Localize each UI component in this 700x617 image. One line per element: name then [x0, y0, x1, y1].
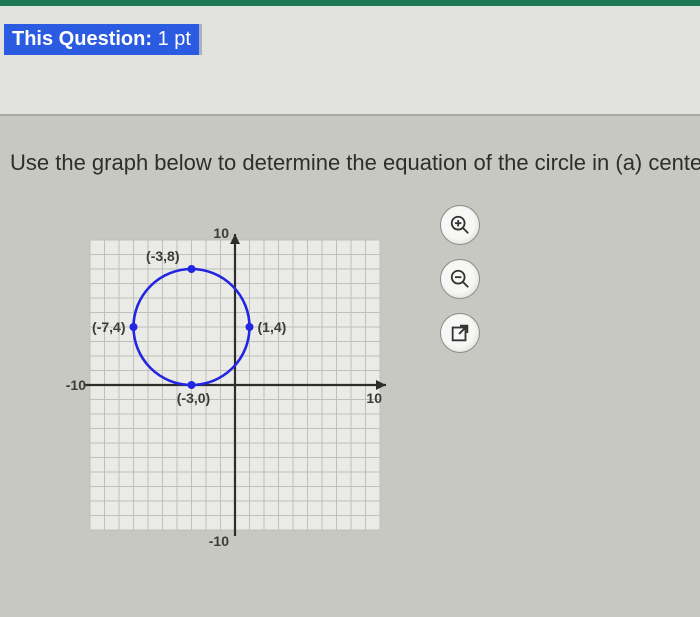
svg-text:(1,4): (1,4): [258, 319, 287, 335]
question-points: 1 pt: [158, 28, 191, 50]
svg-text:10: 10: [213, 225, 229, 241]
svg-text:(-3,8): (-3,8): [146, 248, 179, 264]
header-band: This Question: 1 pt: [0, 6, 700, 116]
popout-button[interactable]: [440, 313, 480, 353]
svg-text:-10: -10: [209, 533, 229, 549]
svg-text:(-3,0): (-3,0): [177, 390, 210, 406]
svg-text:(-7,4): (-7,4): [92, 319, 125, 335]
zoom-out-button[interactable]: [440, 259, 480, 299]
svg-text:-10: -10: [66, 377, 86, 393]
graph-container: (-3,8) (-7,4) (1,4) (-3,0) -10 10 10 -10: [60, 210, 410, 560]
question-label-prefix: This Question:: [12, 28, 158, 50]
popout-icon: [449, 322, 471, 344]
question-prompt: Use the graph below to determine the equ…: [10, 150, 700, 176]
zoom-in-button[interactable]: [440, 205, 480, 245]
question-points-pill: This Question: 1 pt: [4, 24, 202, 55]
zoom-in-icon: [449, 214, 471, 236]
graph-tools: [440, 205, 480, 353]
svg-text:10: 10: [366, 390, 382, 406]
coordinate-graph: (-3,8) (-7,4) (1,4) (-3,0) -10 10 10 -10: [60, 210, 410, 560]
zoom-out-icon: [449, 268, 471, 290]
